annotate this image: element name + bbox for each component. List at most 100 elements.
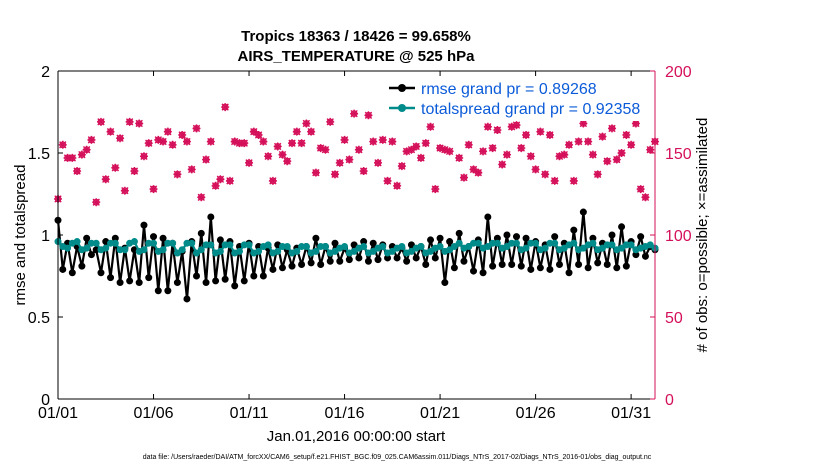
- rmse-point: [393, 254, 401, 262]
- obs-assimilated-point: [268, 176, 277, 185]
- rmse-point: [508, 261, 516, 269]
- rmse-point: [240, 277, 248, 285]
- y2-tick-label: 50: [665, 310, 683, 327]
- obs-assimilated-point: [68, 153, 77, 162]
- obs-assimilated-point: [407, 145, 416, 154]
- obs-assimilated-point: [340, 135, 349, 144]
- obs-assimilated-point: [373, 158, 382, 167]
- legend-box: [386, 77, 650, 121]
- spread-point: [360, 242, 368, 250]
- rmse-point: [97, 269, 105, 277]
- rmse-point: [164, 287, 172, 295]
- legend: rmse grand pr = 0.89268 totalspread gran…: [386, 77, 650, 121]
- rmse-point: [412, 254, 420, 262]
- spread-point: [73, 238, 81, 246]
- rmse-point: [641, 252, 649, 260]
- obs-assimilated-point: [431, 185, 440, 194]
- rmse-point: [374, 256, 382, 264]
- obs-assimilated-point: [579, 119, 588, 128]
- spread-point: [173, 249, 181, 257]
- rmse-point: [278, 264, 286, 272]
- spread-point: [102, 244, 110, 252]
- obs-assimilated-point: [359, 167, 368, 176]
- obs-assimilated-point: [416, 153, 425, 162]
- obs-assimilated-point: [92, 198, 101, 207]
- spread-point: [197, 246, 205, 254]
- rmse-point: [603, 261, 611, 269]
- obs-assimilated-point: [459, 173, 468, 182]
- obs-assimilated-point: [96, 117, 105, 126]
- rmse-point: [259, 272, 267, 280]
- spread-point: [570, 239, 578, 247]
- obs-assimilated-point: [479, 147, 488, 156]
- rmse-point: [470, 267, 478, 275]
- rmse-point: [126, 277, 134, 285]
- legend-marker-spread: [398, 104, 406, 112]
- rmse-point: [159, 234, 167, 242]
- obs-assimilated-point: [63, 153, 72, 162]
- rmse-point: [517, 262, 525, 270]
- rmse-point: [446, 238, 454, 246]
- spread-point: [484, 242, 492, 250]
- rmse-point: [183, 295, 191, 303]
- rmse-point: [455, 229, 463, 237]
- spread-point: [169, 239, 177, 247]
- spread-point: [618, 244, 626, 252]
- obs-assimilated-point: [111, 163, 120, 172]
- obs-assimilated-point: [149, 185, 158, 194]
- obs-assimilated-point: [608, 124, 617, 133]
- obs-assimilated-point: [636, 185, 645, 194]
- rmse-point: [150, 233, 158, 241]
- obs-assimilated-point: [455, 153, 464, 162]
- rmse-point: [565, 269, 573, 277]
- obs-assimilated-point: [316, 144, 325, 153]
- obs-assimilated-point: [230, 137, 239, 146]
- obs-assimilated-point: [402, 147, 411, 156]
- spread-point: [551, 239, 559, 247]
- obs-assimilated-point: [436, 144, 445, 153]
- rmse-point: [336, 257, 344, 265]
- spread-point: [379, 242, 387, 250]
- obs-assimilated-point: [440, 145, 449, 154]
- obs-assimilated-point: [531, 165, 540, 174]
- obs-assimilated-point: [517, 144, 526, 153]
- obs-assimilated-point: [331, 170, 340, 179]
- x-tick-label: 01/11: [230, 405, 269, 422]
- obs-assimilated-point: [593, 170, 602, 179]
- rmse-point: [87, 251, 95, 259]
- rmse-point: [579, 208, 587, 216]
- spread-point: [245, 241, 253, 249]
- obs-assimilated-point: [426, 122, 435, 131]
- rmse-point: [403, 257, 411, 265]
- spread-point: [398, 242, 406, 250]
- y-axis-label-left: rmse and totalspread: [12, 165, 29, 306]
- obs-assimilated-point: [249, 127, 258, 136]
- rmse-point: [622, 262, 630, 270]
- rmse-point: [355, 254, 363, 262]
- spread-point: [522, 244, 530, 252]
- spread-point: [388, 247, 396, 255]
- rmse-point: [594, 259, 602, 267]
- spread-point: [226, 241, 234, 249]
- obs-assimilated-point: [565, 140, 574, 149]
- obs-assimilated-point: [245, 158, 254, 167]
- spread-point: [341, 242, 349, 250]
- rmse-point: [608, 231, 616, 239]
- obs-assimilated-point: [526, 152, 535, 161]
- obs-assimilated-point: [469, 165, 478, 174]
- spread-point: [436, 242, 444, 250]
- obs-assimilated-point: [421, 139, 430, 148]
- rmse-point: [364, 257, 372, 265]
- obs-assimilated-point: [612, 155, 621, 164]
- obs-assimilated-point: [154, 135, 163, 144]
- rmse-point: [522, 234, 530, 242]
- obs-assimilated-point: [445, 147, 454, 156]
- series-lines: [54, 208, 659, 303]
- obs-assimilated-point: [120, 186, 129, 195]
- spread-point: [130, 238, 138, 246]
- legend-marker-rmse: [398, 84, 406, 92]
- rmse-point: [83, 234, 91, 242]
- obs-assimilated-point: [82, 145, 91, 154]
- obs-assimilated-point: [139, 152, 148, 161]
